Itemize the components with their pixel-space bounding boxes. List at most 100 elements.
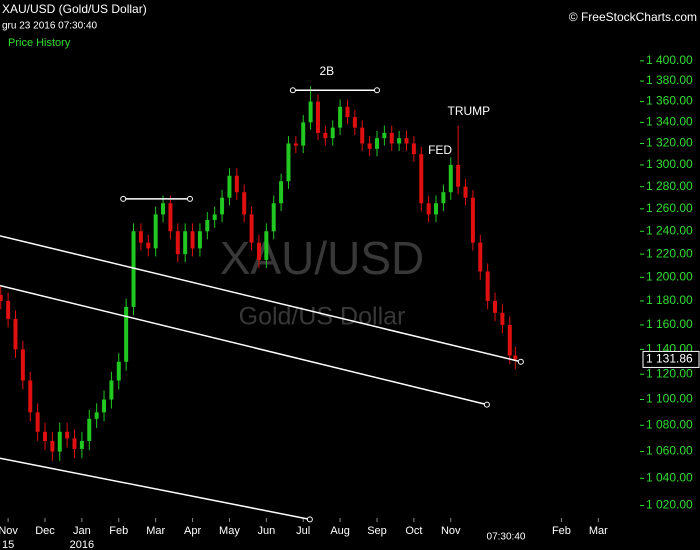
y-tick-label: 1 400.00 xyxy=(646,53,693,67)
candle-body xyxy=(463,186,468,198)
candle-body xyxy=(470,197,475,243)
candle-body xyxy=(478,242,483,272)
line-endpoint xyxy=(120,195,127,202)
y-tick-label: 1 060.00 xyxy=(646,444,693,458)
candle-body xyxy=(109,380,114,400)
last-price-label: 1 131.86 xyxy=(646,352,693,366)
x-tick-label: Jan xyxy=(73,525,91,537)
y-tick-label: 1 200.00 xyxy=(646,269,693,283)
candle-body xyxy=(124,306,129,362)
x-tick-label: May xyxy=(219,525,240,537)
line-endpoint xyxy=(306,516,313,523)
candle-body xyxy=(168,203,173,232)
y-tick-label: 1 220.00 xyxy=(646,246,693,260)
candle-body xyxy=(279,181,284,204)
candle-body xyxy=(286,143,291,182)
candle-body xyxy=(13,318,18,350)
candle-body xyxy=(6,300,11,319)
y-tick-label: 1 280.00 xyxy=(646,179,693,193)
candle-body xyxy=(345,106,350,118)
candle-body xyxy=(507,324,512,356)
x-tick-label: Nov xyxy=(0,525,18,537)
trend-line xyxy=(0,235,522,363)
candle-body xyxy=(153,214,158,249)
x-tick-label: Mar xyxy=(589,525,608,537)
candle-body xyxy=(352,117,357,128)
candle-body xyxy=(293,143,298,146)
plot-area xyxy=(0,86,518,461)
candle-body xyxy=(79,440,84,449)
candle-body xyxy=(50,440,55,452)
candle-body xyxy=(382,132,387,139)
year-label: 15 xyxy=(2,539,14,550)
y-tick-label: 1 300.00 xyxy=(646,157,693,171)
candle-body xyxy=(360,127,365,144)
candle-body xyxy=(175,231,180,255)
candle-body xyxy=(330,127,335,139)
candle-body xyxy=(485,271,490,301)
timestamp: gru 23 2016 07:30:40 xyxy=(2,21,98,32)
x-tick-label: Jul xyxy=(296,525,310,537)
candle-body xyxy=(190,231,195,249)
x-tick-label: Jun xyxy=(257,525,275,537)
y-tick-label: 1 020.00 xyxy=(646,498,693,512)
candle-body xyxy=(500,312,505,325)
candle-body xyxy=(87,418,92,441)
y-tick-label: 1 380.00 xyxy=(646,73,693,87)
line-endpoint xyxy=(186,195,193,202)
candle-body xyxy=(65,431,70,439)
subtitle: Price History xyxy=(8,37,71,49)
last-price-box xyxy=(642,350,700,368)
candle-body xyxy=(161,203,166,215)
candle-body xyxy=(308,101,313,123)
x-tick-label: Apr xyxy=(184,525,201,537)
candle-body xyxy=(242,192,247,215)
y-tick-label: 1 120.00 xyxy=(646,366,693,380)
candle-body xyxy=(264,231,269,260)
y-tick-label: 1 080.00 xyxy=(646,417,693,431)
candle-body xyxy=(434,203,439,215)
candle-body xyxy=(256,242,261,260)
y-tick-label: 1 260.00 xyxy=(646,201,693,215)
candle-body xyxy=(35,412,40,432)
candle-body xyxy=(426,203,431,215)
candle-body xyxy=(131,231,136,307)
candle-body xyxy=(271,203,276,232)
candle-body xyxy=(513,355,518,360)
x-tick-label: Nov xyxy=(441,525,461,537)
candle-body xyxy=(116,361,121,381)
x-tick-label: Mar xyxy=(146,525,165,537)
year-label: 2016 xyxy=(70,539,94,550)
x-tick-label: Feb xyxy=(552,525,571,537)
candle-body xyxy=(138,231,143,243)
candle-body xyxy=(323,132,328,139)
candle-body xyxy=(212,214,217,221)
candle-body xyxy=(374,138,379,149)
watermark-subtitle: Gold/US Dollar xyxy=(239,303,406,331)
candle-body xyxy=(249,214,254,243)
candle-body xyxy=(389,132,394,144)
candle-body xyxy=(197,231,202,249)
candle-body xyxy=(234,175,239,193)
y-tick-label: 1 040.00 xyxy=(646,470,693,484)
line-endpoint xyxy=(517,358,524,365)
candle-body xyxy=(441,192,446,204)
y-tick-label: 1 360.00 xyxy=(646,94,693,108)
candle-body xyxy=(20,349,25,381)
watermark: XAU/USD xyxy=(220,232,424,284)
y-tick-label: 1 160.00 xyxy=(646,317,693,331)
line-endpoint xyxy=(289,87,296,94)
x-tick-label: Dec xyxy=(35,525,55,537)
line-endpoint xyxy=(373,87,380,94)
candle-body xyxy=(205,220,210,232)
candle-body xyxy=(411,143,416,155)
annotation: FED xyxy=(428,143,452,157)
candle-body xyxy=(493,300,498,313)
y-tick-label: 1 340.00 xyxy=(646,115,693,129)
candle-body xyxy=(448,164,453,193)
x-tick-label: Sep xyxy=(367,525,387,537)
candle-body xyxy=(397,138,402,144)
candle-body xyxy=(404,138,409,144)
x-tick-label: Oct xyxy=(405,525,422,537)
